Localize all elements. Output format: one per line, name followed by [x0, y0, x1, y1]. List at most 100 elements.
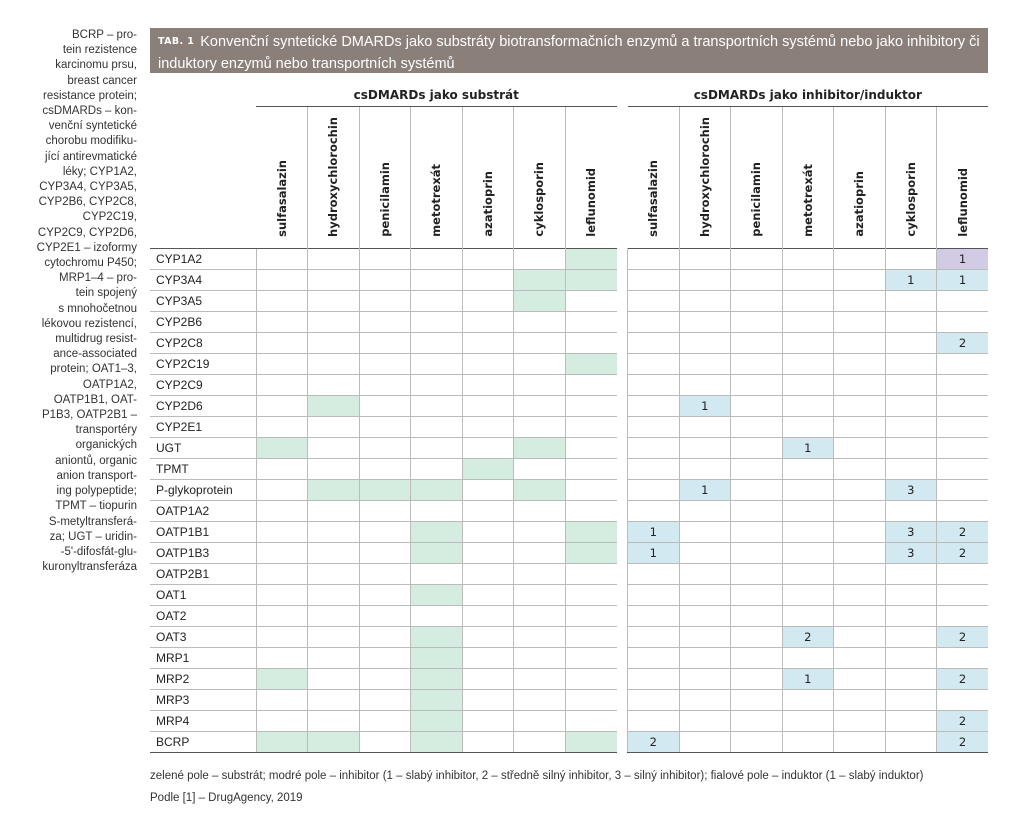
row-label: TPMT: [150, 458, 256, 480]
empty-cell: [781, 374, 834, 396]
empty-cell: [307, 710, 359, 732]
empty-cell: [678, 247, 731, 270]
column-gap: [616, 269, 628, 290]
empty-cell: [461, 584, 514, 606]
inhibitor-cell: 2: [936, 542, 989, 564]
empty-cell: [358, 731, 411, 753]
empty-cell: [627, 647, 680, 669]
row-label: MRP3: [150, 689, 256, 711]
corner-cell: [150, 84, 256, 106]
table-row: MRP3: [150, 689, 989, 711]
empty-cell: [781, 247, 834, 270]
substrate-cell: [255, 437, 308, 459]
empty-cell: [358, 584, 411, 606]
empty-cell: [833, 521, 886, 543]
table-title: Konvenční syntetické DMARDs jako substrá…: [158, 34, 980, 72]
group-inhibitor: csDMARDs jako inhibitor/induktor: [627, 84, 989, 107]
row-label: CYP2C9: [150, 374, 256, 396]
row-label: BCRP: [150, 731, 256, 753]
empty-cell: [833, 458, 886, 480]
empty-cell: [461, 710, 514, 732]
empty-cell: [564, 500, 617, 522]
inhibitor-cell: 1: [627, 542, 680, 564]
abbreviation-line: multidrug resist-: [55, 333, 137, 346]
abbreviation-line: breast cancer: [67, 74, 137, 87]
table-body: CYP1A2 1 CYP3A4 1 1 CYP3A5 CYP2B6 CYP2C8 2 CYP2C1…: [150, 247, 989, 753]
abbreviation-line: CYP2B6, CYP2C8,: [38, 196, 137, 209]
abbreviation-line: TPMT – tiopurin: [55, 500, 137, 513]
empty-cell: [513, 311, 565, 333]
abbreviation-line: resistance protein;: [43, 89, 137, 102]
empty-cell: [513, 584, 565, 606]
empty-cell: [678, 584, 731, 606]
empty-cell: [513, 332, 565, 354]
row-label: CYP3A4: [150, 269, 256, 291]
abbreviation-line: tein rezistence: [62, 44, 137, 57]
abbreviation-line: CYP3A4, CYP3A5,: [39, 181, 137, 194]
empty-cell: [730, 290, 783, 312]
empty-cell: [730, 247, 783, 270]
empty-cell: [627, 563, 680, 585]
empty-cell: [833, 311, 886, 333]
empty-cell: [678, 710, 731, 732]
table-row: TPMT: [150, 458, 989, 480]
empty-cell: [513, 731, 565, 753]
empty-cell: [781, 584, 834, 606]
drug-header-label: cyklosporin: [532, 161, 547, 237]
empty-cell: [307, 374, 359, 396]
column-gap: [616, 710, 628, 731]
empty-cell: [936, 689, 989, 711]
abbreviation-line: karcinomu prsu,: [55, 59, 137, 72]
corner-cell: [150, 106, 256, 248]
empty-cell: [884, 290, 937, 312]
empty-cell: [781, 290, 834, 312]
empty-cell: [730, 689, 783, 711]
empty-cell: [936, 584, 989, 606]
table-row: CYP2D6 1: [150, 395, 989, 417]
abbreviation-line: CYP2C9, CYP2D6,: [37, 226, 137, 239]
empty-cell: [410, 353, 462, 375]
inhibitor-cell: 2: [781, 626, 834, 648]
empty-cell: [936, 416, 989, 438]
empty-cell: [358, 647, 411, 669]
empty-cell: [255, 605, 308, 627]
empty-cell: [833, 395, 886, 417]
empty-cell: [564, 605, 617, 627]
inhibitor-cell: 1: [627, 521, 680, 543]
empty-cell: [781, 521, 834, 543]
inhibitor-cell: 2: [627, 731, 680, 753]
table-row: OATP1B1 1 3 2: [150, 521, 989, 543]
empty-cell: [678, 689, 731, 711]
empty-cell: [461, 689, 514, 711]
empty-cell: [884, 395, 937, 417]
empty-cell: [730, 353, 783, 375]
empty-cell: [255, 542, 308, 564]
empty-cell: [627, 710, 680, 732]
inhibitor-cell: 3: [884, 521, 937, 543]
empty-cell: [564, 332, 617, 354]
row-label: CYP2C19: [150, 353, 256, 375]
column-gap: [616, 374, 628, 395]
empty-cell: [358, 353, 411, 375]
row-label: CYP2B6: [150, 311, 256, 333]
table-row: OATP1A2: [150, 500, 989, 522]
empty-cell: [564, 458, 617, 480]
row-label: MRP1: [150, 647, 256, 669]
table-row: CYP1A2 1: [150, 247, 989, 270]
substrate-cell: [358, 479, 411, 501]
column-gap: [616, 290, 628, 311]
empty-cell: [461, 374, 514, 396]
empty-cell: [833, 731, 886, 753]
empty-cell: [730, 584, 783, 606]
substrate-cell: [564, 521, 617, 543]
inhibitor-cell: 2: [936, 332, 989, 354]
empty-cell: [678, 458, 731, 480]
substrate-cell: [513, 269, 565, 291]
empty-cell: [461, 521, 514, 543]
empty-cell: [781, 332, 834, 354]
table-row: CYP3A4 1 1: [150, 269, 989, 291]
empty-cell: [678, 521, 731, 543]
empty-cell: [627, 311, 680, 333]
substrate-cell: [410, 584, 462, 606]
empty-cell: [564, 374, 617, 396]
